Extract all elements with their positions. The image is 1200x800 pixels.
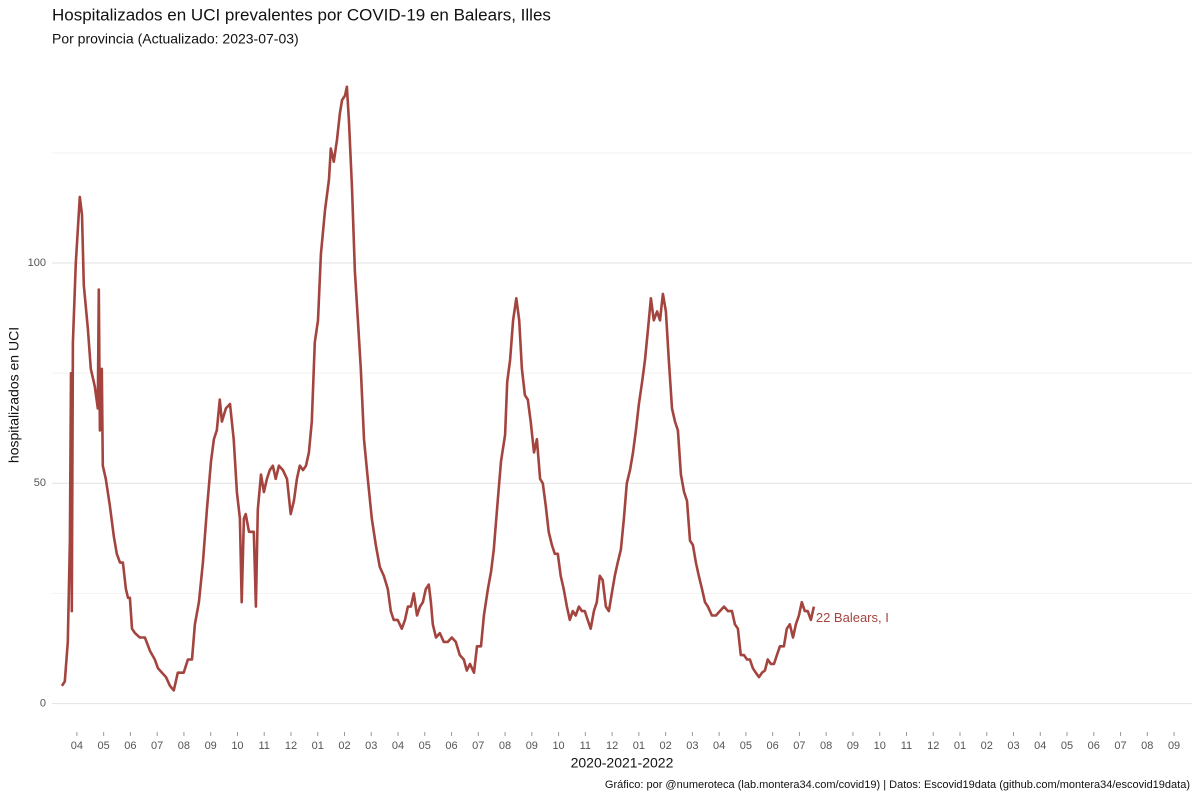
x-axis-title: 2020-2021-2022 bbox=[571, 755, 674, 771]
x-tick-label: 07 bbox=[793, 740, 805, 752]
x-tick-label: 09 bbox=[526, 740, 538, 752]
x-tick-label: 02 bbox=[659, 740, 671, 752]
x-tick-label: 11 bbox=[580, 740, 591, 752]
x-tick-label: 08 bbox=[820, 740, 832, 752]
x-tick-label: 07 bbox=[151, 740, 163, 752]
x-tick-label: 10 bbox=[874, 740, 886, 752]
x-tick-label: 08 bbox=[1141, 740, 1153, 752]
y-axis-title: hospitalizados en UCI bbox=[6, 327, 22, 463]
x-tick-label: 11 bbox=[901, 740, 912, 752]
x-tick-label: 01 bbox=[633, 740, 645, 752]
x-tick-label: 11 bbox=[259, 740, 270, 752]
x-tick-label: 04 bbox=[392, 740, 404, 752]
x-tick-label: 03 bbox=[1007, 740, 1019, 752]
x-tick-label: 08 bbox=[499, 740, 511, 752]
caption: Gráfico: por @numeroteca (lab.montera34.… bbox=[605, 779, 1190, 791]
x-tick-label: 03 bbox=[686, 740, 698, 752]
x-tick-label: 06 bbox=[445, 740, 457, 752]
x-tick-label: 07 bbox=[472, 740, 484, 752]
x-tick-label: 12 bbox=[927, 740, 939, 752]
chart-title: Hospitalizados en UCI prevalentes por CO… bbox=[52, 5, 551, 24]
x-tick-label: 09 bbox=[205, 740, 217, 752]
x-tick-label: 03 bbox=[365, 740, 377, 752]
x-tick-label: 02 bbox=[981, 740, 993, 752]
x-tick-label: 04 bbox=[713, 740, 725, 752]
x-tick-label: 09 bbox=[1168, 740, 1180, 752]
x-tick-label: 05 bbox=[1061, 740, 1073, 752]
x-tick-label: 10 bbox=[552, 740, 564, 752]
x-tick-label: 10 bbox=[231, 740, 243, 752]
x-tick-label: 12 bbox=[285, 740, 297, 752]
x-tick-label: 12 bbox=[606, 740, 618, 752]
y-tick-label: 50 bbox=[34, 477, 46, 489]
x-tick-label: 09 bbox=[847, 740, 859, 752]
x-tick-label: 06 bbox=[124, 740, 136, 752]
x-tick-label: 04 bbox=[71, 740, 83, 752]
x-tick-label: 05 bbox=[740, 740, 752, 752]
x-tick-label: 06 bbox=[1088, 740, 1100, 752]
y-tick-label: 100 bbox=[28, 257, 46, 269]
x-tick-label: 06 bbox=[767, 740, 779, 752]
chart-subtitle: Por provincia (Actualizado: 2023-07-03) bbox=[52, 31, 299, 47]
x-tick-label: 01 bbox=[954, 740, 966, 752]
x-tick-label: 02 bbox=[338, 740, 350, 752]
x-tick-label: 05 bbox=[419, 740, 431, 752]
x-tick-label: 01 bbox=[312, 740, 324, 752]
line-series bbox=[60, 85, 816, 692]
x-tick-label: 04 bbox=[1034, 740, 1046, 752]
x-tick-label: 05 bbox=[98, 740, 110, 752]
x-tick-label: 08 bbox=[178, 740, 190, 752]
y-tick-label: 0 bbox=[40, 697, 46, 709]
series-label: 22 Balears, I bbox=[816, 610, 889, 625]
x-tick-label: 07 bbox=[1114, 740, 1126, 752]
